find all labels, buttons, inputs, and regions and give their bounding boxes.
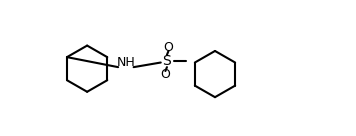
Text: O: O	[161, 68, 170, 81]
Text: O: O	[163, 41, 173, 54]
Text: S: S	[163, 54, 171, 68]
Text: NH: NH	[116, 56, 135, 69]
